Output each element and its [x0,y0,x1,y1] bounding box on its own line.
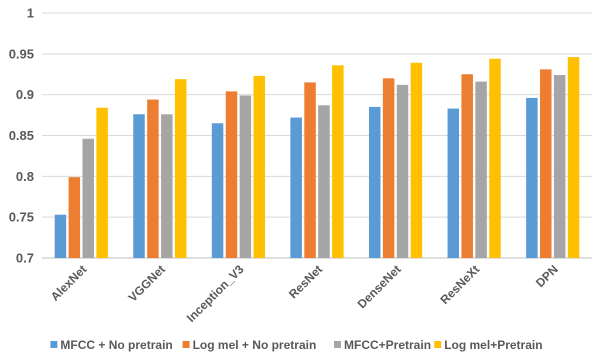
bar [382,78,395,258]
x-tick-label: ResNet [286,262,325,301]
bar [96,107,108,258]
bar [410,62,423,258]
legend-label: MFCC + No pretrain [60,338,172,352]
bar [553,75,566,258]
y-tick-label: 0.9 [16,87,34,102]
x-tick-label: AlexNet [48,262,89,303]
bar [68,177,81,258]
bar [147,99,159,258]
legend-swatch [334,341,341,348]
bar [461,74,473,258]
legend-label: Log mel+Pretrain [444,338,542,352]
bar [475,81,487,258]
x-axis-ticks: AlexNet VGGNet Inception_V3 ResNet DenseNet R… [48,262,561,325]
y-tick-label: 0.8 [16,169,34,184]
legend-swatch [182,341,190,348]
bar [489,58,501,258]
bar [290,117,302,259]
bar [396,84,409,258]
bar [368,106,381,259]
y-tick-label: 0.95 [9,46,34,61]
x-tick-label: ResNeXt [437,262,482,307]
gridlines [42,12,592,259]
bar [526,97,538,258]
legend-swatch [434,341,442,348]
y-tick-label: 1 [27,6,34,21]
bar [239,95,252,258]
x-tick-label: VGGNet [126,262,168,304]
bar [540,69,552,258]
bar [447,108,460,258]
y-tick-label: 0.85 [9,128,34,143]
bar [82,138,94,258]
bar [161,114,173,259]
legend-label: Log mel + No pretrain [193,338,317,352]
y-tick-label: 0.75 [9,210,34,225]
x-tick-label: DPN [533,262,561,290]
y-axis-ticks: 0.7 0.75 0.8 0.85 0.9 0.95 1 [9,6,34,266]
bar [211,123,224,258]
legend: MFCC + No pretrain Log mel + No pretrain M… [50,338,543,352]
bar [225,91,238,259]
bar [318,105,330,259]
y-tick-label: 0.7 [16,251,34,266]
bar [567,57,580,258]
bar [304,82,316,259]
bars [54,57,580,259]
x-tick-label: DenseNet [355,262,404,311]
bar [332,65,344,259]
bar [174,79,187,259]
x-tick-label: Inception_V3 [184,262,247,325]
bar [54,214,67,258]
bar [133,114,145,259]
legend-label: MFCC+Pretrain [344,338,431,352]
bar [253,75,266,258]
legend-swatch [50,341,58,348]
